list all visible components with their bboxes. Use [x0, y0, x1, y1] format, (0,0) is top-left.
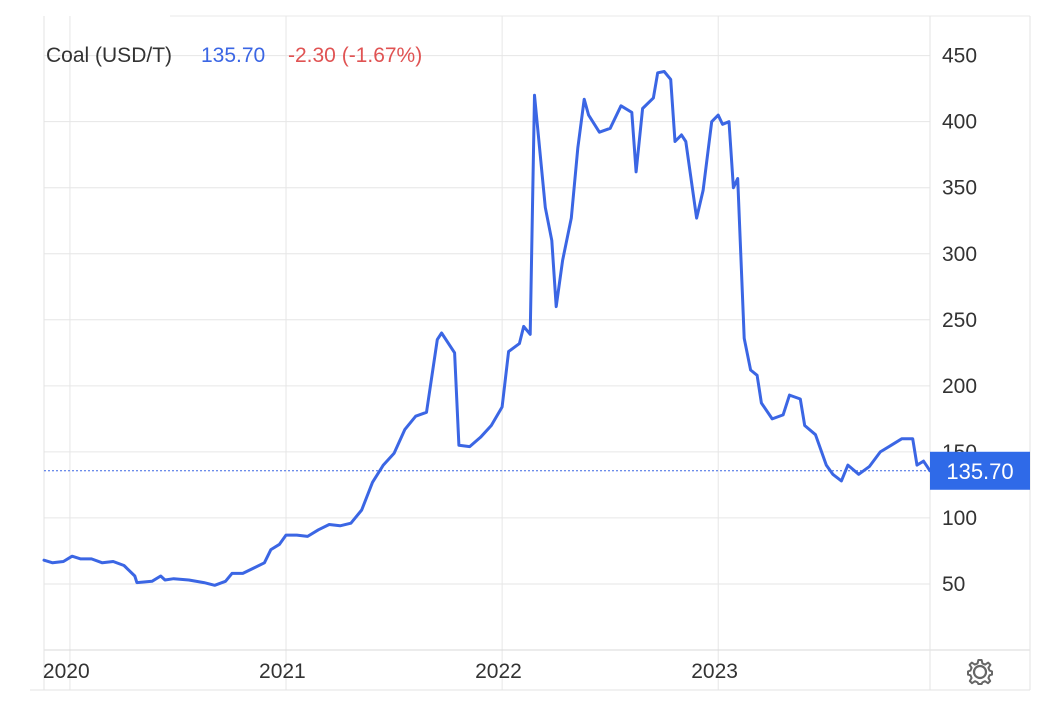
x-tick-label: 2023	[691, 660, 738, 683]
y-tick-label: 200	[942, 375, 977, 398]
x-tick-label: 2021	[259, 660, 306, 683]
y-tick-label: 450	[942, 45, 977, 68]
last-value-badge-bg	[930, 451, 1030, 490]
x-tick-label: 2020	[43, 660, 90, 683]
y-tick-label: 250	[942, 309, 977, 332]
chart-frame	[30, 15, 1031, 691]
series-line[interactable]	[42, 70, 932, 587]
last-value-badge: 135.70	[930, 451, 1030, 490]
chart-header: Coal (USD/T) 135.70 -2.30 (-1.67%)	[46, 44, 422, 67]
y-tick-label: 50	[942, 573, 965, 596]
x-axis: 2020 2021 2022 2023	[43, 660, 738, 683]
current-price: 135.70	[201, 44, 265, 67]
last-value-label: 135.70	[946, 459, 1013, 484]
y-axis: 50100150200250300350400450	[942, 45, 977, 596]
grid	[44, 16, 930, 690]
instrument-name: Coal (USD/T)	[46, 44, 172, 67]
gear-icon-teeth	[967, 659, 993, 685]
y-tick-label: 350	[942, 177, 977, 200]
y-tick-label: 300	[942, 243, 977, 266]
y-tick-label: 400	[942, 111, 977, 134]
price-change: -2.30 (-1.67%)	[288, 44, 422, 67]
gear-icon-hub	[972, 664, 988, 680]
gear-icon[interactable]	[967, 659, 993, 685]
x-tick-label: 2022	[475, 660, 522, 683]
y-tick-label: 100	[942, 507, 977, 530]
